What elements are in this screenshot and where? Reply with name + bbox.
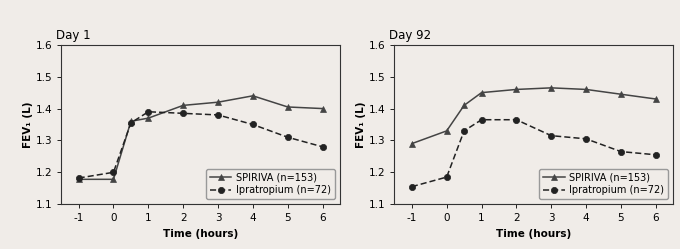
Y-axis label: FEV₁ (L): FEV₁ (L) [22,101,33,148]
SPIRIVA (n=153) [214,101,222,104]
Ipratropium (n=72) [408,185,416,188]
Text: Day 1: Day 1 [56,29,90,42]
SPIRIVA (n=153) [284,106,292,109]
SPIRIVA (n=153) [512,88,520,91]
Ipratropium (n=72) [582,137,590,140]
SPIRIVA (n=153) [179,104,187,107]
Line: Ipratropium (n=72): Ipratropium (n=72) [409,117,659,190]
Ipratropium (n=72) [284,136,292,139]
SPIRIVA (n=153) [651,98,660,101]
Ipratropium (n=72) [443,176,451,179]
SPIRIVA (n=153) [547,86,556,89]
Ipratropium (n=72) [318,145,326,148]
SPIRIVA (n=153) [617,93,625,96]
Ipratropium (n=72) [126,122,135,124]
SPIRIVA (n=153) [318,107,326,110]
Ipratropium (n=72) [179,112,187,115]
Ipratropium (n=72) [249,123,257,126]
Legend: SPIRIVA (n=153), Ipratropium (n=72): SPIRIVA (n=153), Ipratropium (n=72) [206,169,335,199]
Line: SPIRIVA (n=153): SPIRIVA (n=153) [409,84,659,147]
SPIRIVA (n=153) [126,120,135,123]
Ipratropium (n=72) [651,153,660,156]
Text: Day 92: Day 92 [389,29,431,42]
Y-axis label: FEV₁ (L): FEV₁ (L) [356,101,366,148]
SPIRIVA (n=153) [249,94,257,97]
Ipratropium (n=72) [547,134,556,137]
Ipratropium (n=72) [512,118,520,121]
Ipratropium (n=72) [460,129,468,132]
Line: Ipratropium (n=72): Ipratropium (n=72) [75,109,326,181]
Ipratropium (n=72) [144,110,152,113]
Ipratropium (n=72) [477,118,486,121]
SPIRIVA (n=153) [443,129,451,132]
SPIRIVA (n=153) [408,142,416,145]
X-axis label: Time (hours): Time (hours) [496,229,571,239]
Ipratropium (n=72) [109,171,118,174]
Line: SPIRIVA (n=153): SPIRIVA (n=153) [75,92,326,183]
SPIRIVA (n=153) [477,91,486,94]
Ipratropium (n=72) [617,150,625,153]
X-axis label: Time (hours): Time (hours) [163,229,238,239]
SPIRIVA (n=153) [144,117,152,120]
Legend: SPIRIVA (n=153), Ipratropium (n=72): SPIRIVA (n=153), Ipratropium (n=72) [539,169,668,199]
SPIRIVA (n=153) [109,178,118,181]
SPIRIVA (n=153) [582,88,590,91]
Ipratropium (n=72) [214,114,222,117]
SPIRIVA (n=153) [75,178,83,181]
Ipratropium (n=72) [75,177,83,180]
SPIRIVA (n=153) [460,104,468,107]
